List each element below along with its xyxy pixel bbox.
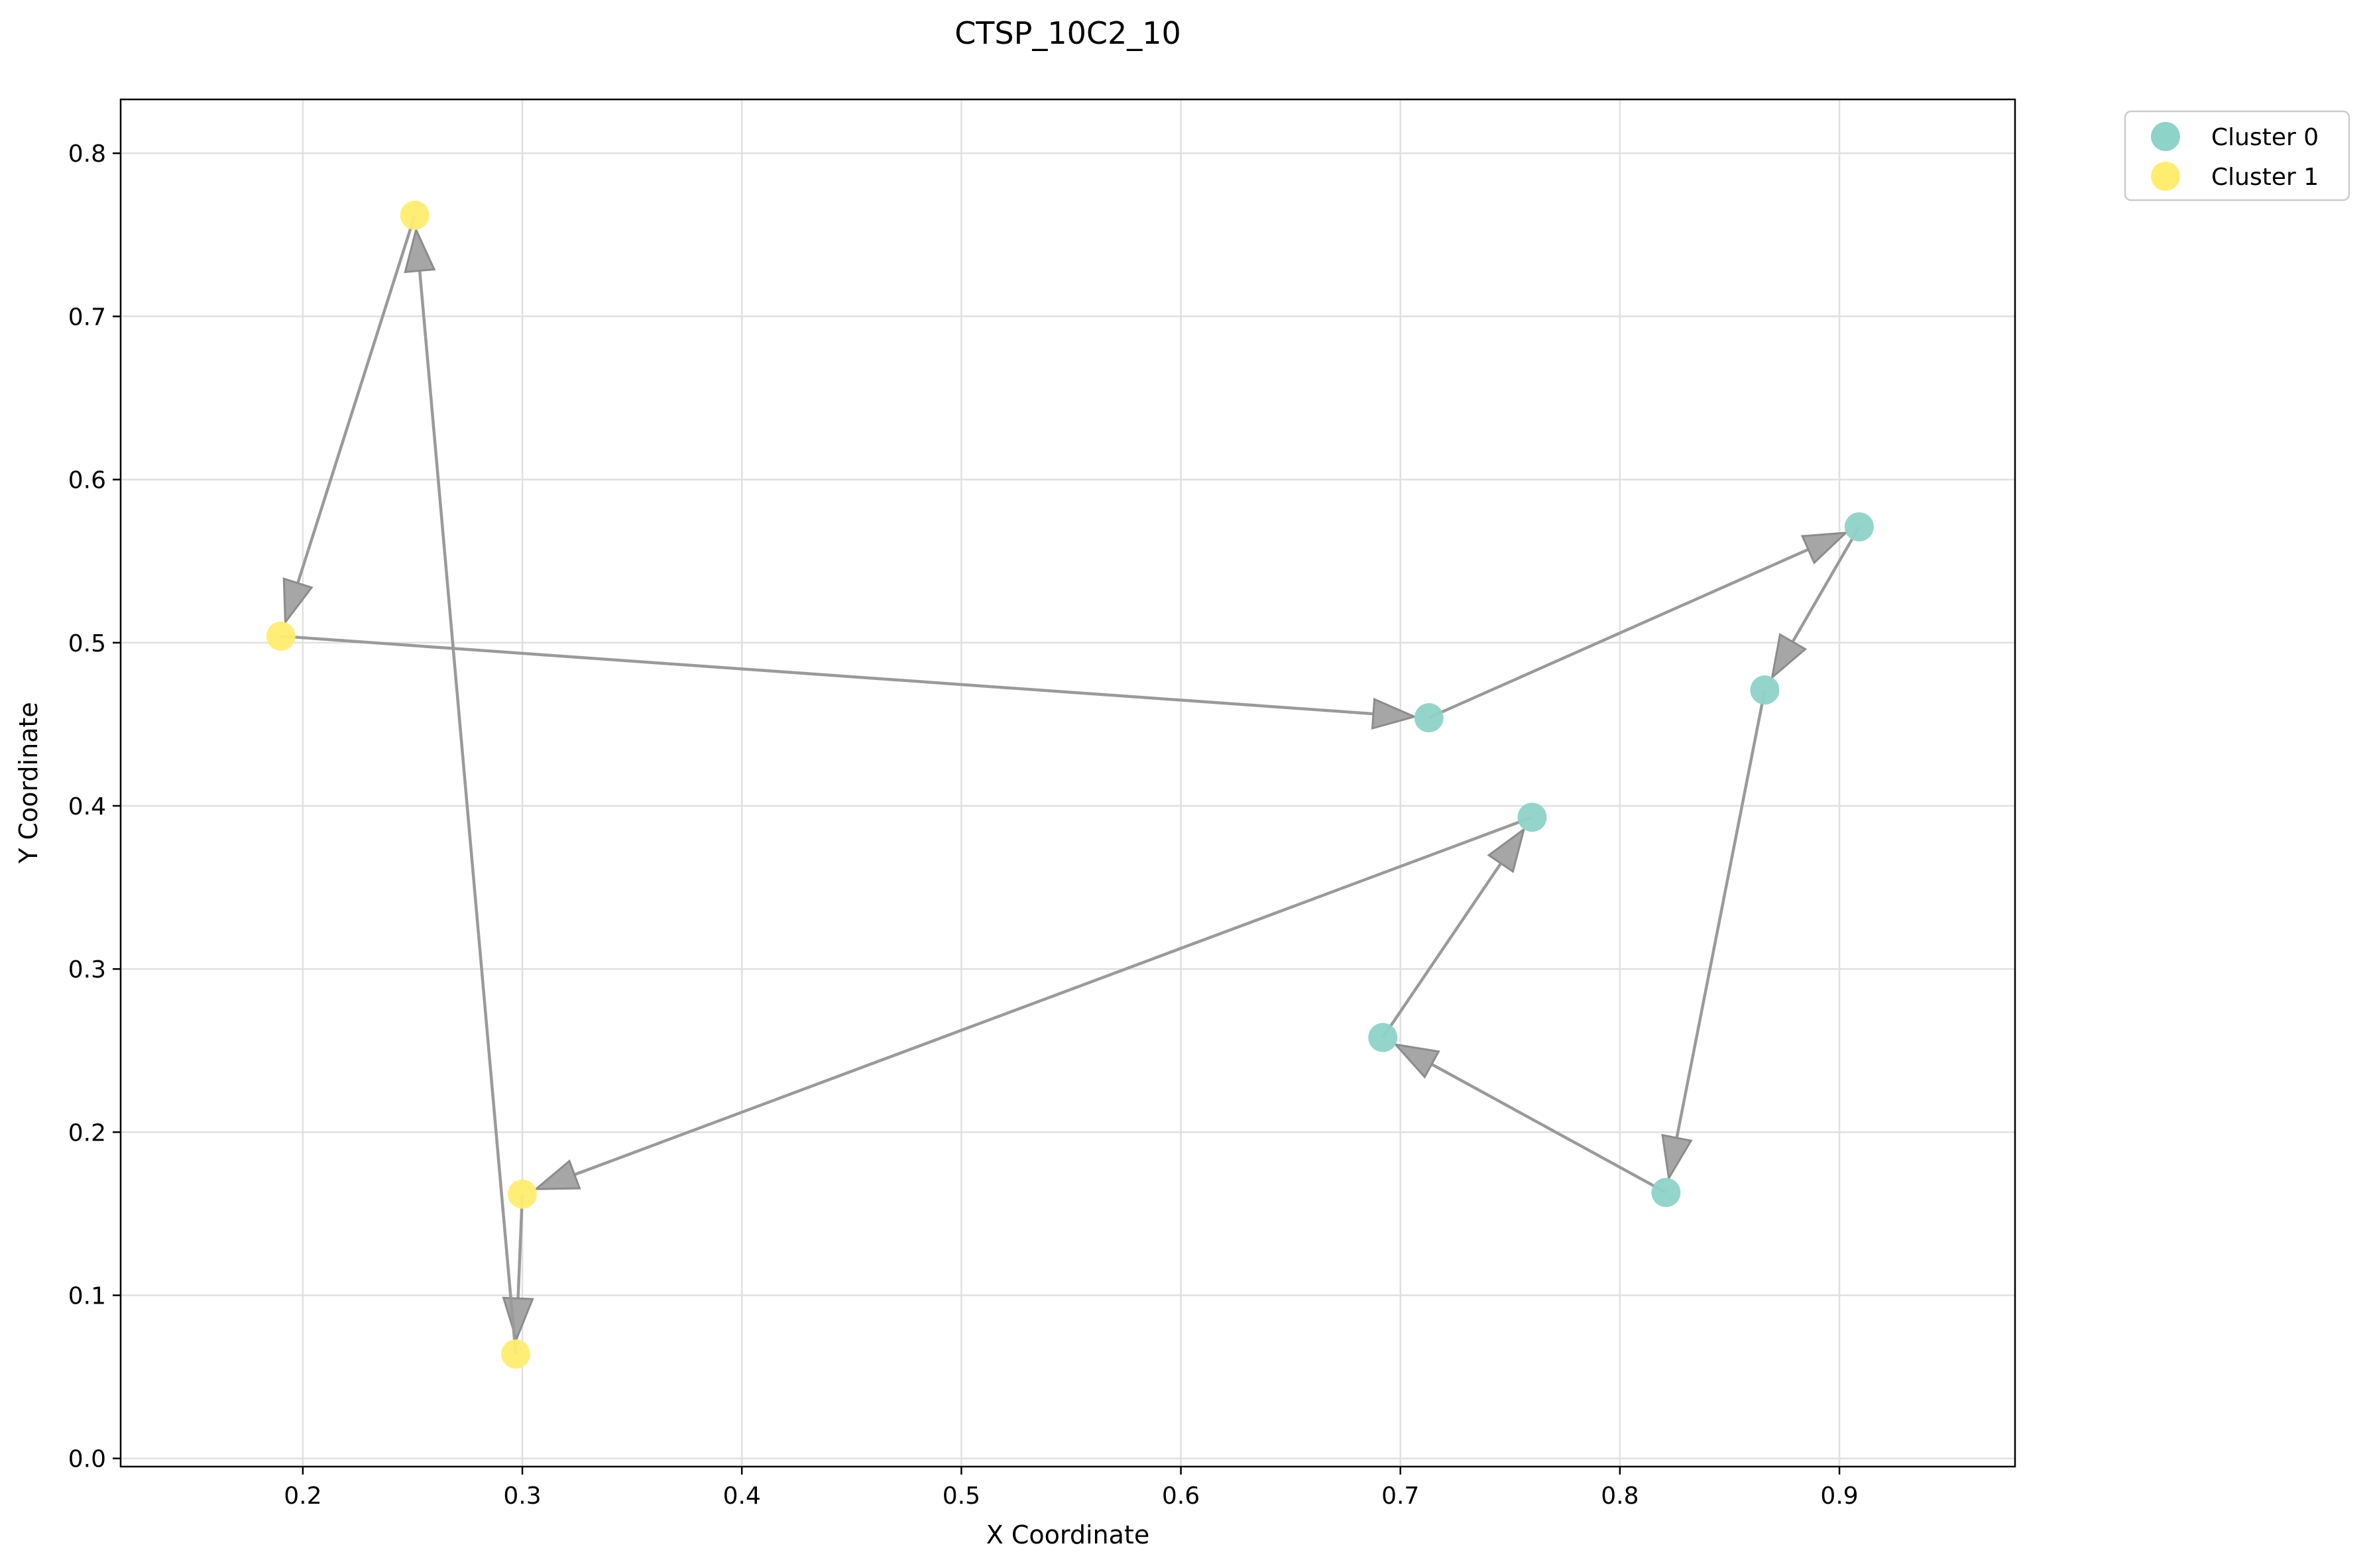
legend-label-cluster-0: Cluster 0 — [2211, 124, 2319, 151]
cluster-1-point — [266, 621, 296, 651]
cluster-0-point — [1750, 675, 1780, 705]
route-arrowhead — [404, 227, 436, 274]
route-arrowhead — [282, 577, 314, 626]
x-tick-label: 0.9 — [1820, 1483, 1858, 1510]
y-tick-label: 0.3 — [68, 956, 106, 983]
legend-marker-cluster-0 — [2151, 122, 2180, 151]
route-segment — [296, 215, 416, 584]
x-tick-label: 0.2 — [284, 1483, 321, 1510]
legend-box — [2124, 110, 2350, 201]
route-layer — [280, 215, 1861, 1355]
route-segment — [280, 634, 1374, 716]
x-tick-label: 0.6 — [1162, 1483, 1200, 1510]
y-tick-label: 0.6 — [68, 467, 106, 494]
y-tick-label: 0.5 — [68, 630, 106, 657]
y-tick-label: 0.8 — [68, 140, 106, 168]
route-segment — [573, 816, 1533, 1176]
legend-items: Cluster 0 Cluster 1 — [2151, 122, 2319, 191]
cluster-1-point — [400, 200, 430, 230]
y-tick-label: 0.4 — [68, 793, 106, 820]
legend-label-cluster-1: Cluster 1 — [2211, 164, 2319, 191]
route-arrowhead — [1770, 633, 1808, 681]
route-arrowhead — [1800, 532, 1849, 565]
legend: Cluster 0 Cluster 1 — [2124, 110, 2350, 201]
route-arrowhead — [533, 1159, 581, 1190]
route-arrowhead — [1661, 1133, 1693, 1182]
cluster-0-point — [1517, 803, 1547, 832]
route-segment — [1791, 526, 1861, 643]
cluster-0-point — [1844, 512, 1874, 541]
x-tick-label: 0.3 — [503, 1483, 541, 1510]
cluster-0-point — [1368, 1023, 1398, 1052]
y-tick-label: 0.2 — [68, 1119, 106, 1147]
route-segment — [418, 270, 518, 1355]
x-axis-label: X Coordinate — [986, 1520, 1149, 1549]
route-segment — [1430, 1062, 1667, 1194]
route-arrowhead — [1393, 1042, 1440, 1079]
ticks-layer: 0.2 0.3 0.4 0.5 0.6 0.7 0.8 0.9 0.0 0.1 0.2 0.3 0.4 0… — [68, 140, 1859, 1510]
route-segment — [516, 1194, 524, 1299]
route-segment — [1675, 689, 1766, 1139]
grid-layer — [121, 99, 2015, 1467]
chart-title: CTSP_10C2_10 — [954, 15, 1181, 51]
y-axis-label: Y Coordinate — [14, 702, 43, 864]
y-tick-label: 0.0 — [68, 1446, 106, 1473]
y-tick-label: 0.7 — [68, 304, 106, 331]
cluster-1-point — [508, 1179, 538, 1209]
route-arrowhead — [1371, 697, 1418, 730]
x-tick-label: 0.7 — [1381, 1483, 1419, 1510]
points-layer — [266, 200, 1874, 1369]
cluster-0-point — [1414, 703, 1444, 733]
y-tick-label: 0.1 — [68, 1283, 106, 1310]
x-tick-label: 0.4 — [723, 1483, 761, 1510]
plot-frame — [119, 98, 2016, 1468]
x-tick-label: 0.8 — [1601, 1483, 1639, 1510]
cluster-1-point — [501, 1339, 531, 1369]
route-segment — [1428, 548, 1810, 720]
route-segment — [1381, 862, 1503, 1038]
cluster-0-point — [1651, 1178, 1681, 1207]
x-tick-label: 0.5 — [943, 1483, 980, 1510]
route-arrowhead — [1487, 826, 1526, 873]
legend-marker-cluster-1 — [2151, 162, 2180, 191]
